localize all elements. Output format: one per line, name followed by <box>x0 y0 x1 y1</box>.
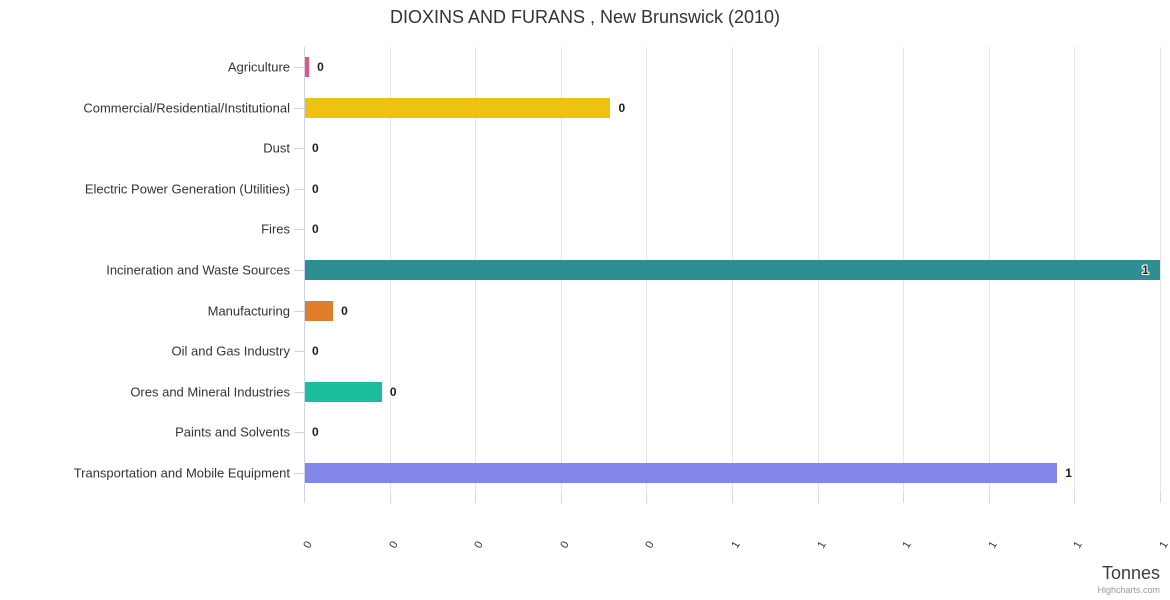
data-label: 1 <box>1142 262 1149 277</box>
category-label: Transportation and Mobile Equipment <box>73 465 290 481</box>
x-tick-label: 0 <box>301 539 315 551</box>
x-axis-title: Tonnes <box>1101 563 1160 583</box>
x-tick-mark <box>817 493 819 503</box>
data-label: 0 <box>312 141 319 156</box>
data-label: 1 <box>1065 465 1072 480</box>
category-label: Electric Power Generation (Utilities) <box>84 181 290 197</box>
x-tick-label: 1 <box>814 539 829 551</box>
bar[interactable] <box>304 462 1058 483</box>
x-tick-label: 0 <box>386 539 401 551</box>
x-tick-mark <box>903 493 905 503</box>
data-label: 0 <box>317 60 324 75</box>
x-tick-mark <box>732 493 733 503</box>
bar[interactable] <box>304 300 334 321</box>
category-tick <box>294 270 304 271</box>
bar-row: 1 <box>304 250 1160 291</box>
category-label: Incineration and Waste Sources <box>106 262 290 278</box>
x-tick-mark <box>1074 493 1076 503</box>
x-tick-label: 1 <box>1071 539 1086 551</box>
data-label: 0 <box>312 222 319 237</box>
category-tick <box>294 67 304 69</box>
category-label: Dust <box>263 140 290 156</box>
category-axis-labels: Agriculture Commercial/Residential/Instit… <box>0 47 290 493</box>
category-tick <box>294 391 304 393</box>
x-axis-ticks: 0 0 0 0 0 1 1 1 1 1 1 <box>301 493 1170 553</box>
x-tick-label: 1 <box>986 539 1000 551</box>
x-tick-mark <box>475 493 477 503</box>
bar[interactable] <box>304 259 1160 280</box>
x-tick-label: 0 <box>558 539 572 551</box>
data-label: 0 <box>312 425 319 440</box>
x-tick-mark <box>560 493 562 503</box>
data-label: 0 <box>341 303 348 318</box>
bar-row: 0 <box>304 47 1160 88</box>
bar-row: 0 <box>304 412 1160 453</box>
data-label: 0 <box>389 384 397 399</box>
category-tick <box>294 107 304 109</box>
plot-area: 0 0 0 0 0 1 0 0 0 0 1 <box>304 47 1161 493</box>
x-tick-mark <box>646 493 648 503</box>
category-label: Fires <box>261 221 290 237</box>
bar[interactable] <box>304 57 310 78</box>
x-tick-label: 1 <box>1157 539 1170 551</box>
bar-row: 0 <box>304 331 1160 372</box>
x-tick-mark <box>1160 493 1161 503</box>
category-label: Oil and Gas Industry <box>171 343 291 359</box>
bar[interactable] <box>304 97 611 118</box>
data-label: 0 <box>312 344 319 359</box>
chart-title: DIOXINS AND FURANS , New Brunswick (2010… <box>389 7 781 27</box>
category-label: Manufacturing <box>207 303 290 319</box>
data-label: 0 <box>618 100 626 115</box>
x-tick-label: 0 <box>643 539 658 551</box>
category-tick <box>294 351 304 353</box>
bar[interactable] <box>304 381 382 402</box>
x-tick-label: 0 <box>472 539 486 551</box>
category-tick <box>294 229 304 231</box>
category-tick <box>294 310 304 312</box>
category-tick <box>294 188 304 190</box>
x-tick-mark <box>304 493 305 503</box>
category-label: Commercial/Residential/Institutional <box>83 100 290 116</box>
category-tick <box>294 148 304 150</box>
bar-row: 0 <box>304 88 1160 129</box>
bar-row: 0 <box>304 371 1160 412</box>
x-tick-mark <box>988 493 990 503</box>
bar-row: 0 <box>304 169 1160 210</box>
bar-row: 0 <box>304 209 1160 250</box>
category-tick <box>294 432 304 434</box>
category-tick <box>294 472 304 474</box>
bar-row: 0 <box>304 128 1160 169</box>
x-tick-label: 1 <box>729 539 743 551</box>
category-label: Paints and Solvents <box>175 424 290 440</box>
bar-row: 0 <box>304 290 1160 331</box>
x-tick-label: 1 <box>900 539 914 551</box>
gridline <box>1160 47 1161 493</box>
x-tick-mark <box>389 493 391 503</box>
highcharts-credits-link[interactable]: Highcharts.com <box>1097 585 1160 595</box>
category-label: Agriculture <box>227 59 290 75</box>
bar-row: 1 <box>304 452 1160 493</box>
category-label: Ores and Mineral Industries <box>130 384 290 400</box>
y-axis-line <box>304 47 305 497</box>
data-label: 0 <box>312 181 319 196</box>
